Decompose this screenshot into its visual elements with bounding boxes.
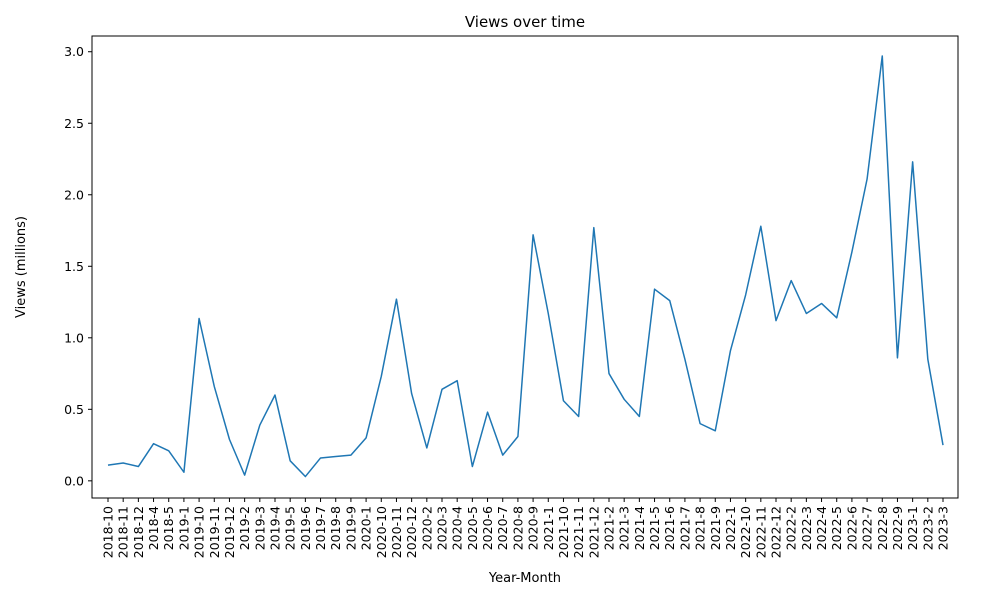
x-tick-label: 2022-12 — [769, 506, 784, 558]
x-tick-label: 2021-6 — [662, 506, 677, 550]
x-tick-label: 2022-2 — [784, 506, 799, 550]
x-tick-label: 2021-5 — [647, 506, 662, 550]
x-tick-label: 2020-10 — [374, 506, 389, 558]
plot-area-frame — [91, 35, 959, 499]
x-tick-label: 2022-4 — [814, 506, 829, 550]
x-tick-label: 2019-3 — [252, 506, 267, 550]
x-tick-label: 2018-12 — [131, 506, 146, 558]
x-tick-label: 2019-5 — [283, 506, 298, 550]
x-tick-label: 2021-3 — [617, 506, 632, 550]
y-axis-ticks: 0.0 0.5 1.0 1.5 2.0 2.5 3.0 — [64, 44, 92, 488]
x-tick-label: 2020-5 — [465, 506, 480, 550]
x-tick-label: 2020-6 — [480, 506, 495, 550]
x-tick-label: 2019-6 — [298, 506, 313, 550]
y-tick-label: 0.5 — [64, 402, 84, 417]
x-tick-label: 2021-4 — [632, 506, 647, 550]
x-tick-label: 2022-5 — [829, 506, 844, 550]
x-tick-label: 2020-3 — [435, 506, 450, 550]
x-tick-label: 2019-12 — [222, 506, 237, 558]
x-tick-label: 2018-4 — [146, 506, 161, 550]
x-tick-label: 2020-2 — [419, 506, 434, 550]
x-tick-label: 2019-4 — [268, 506, 283, 550]
x-tick-label: 2023-1 — [905, 506, 920, 550]
x-tick-label: 2019-9 — [343, 506, 358, 550]
x-tick-label: 2018-5 — [161, 506, 176, 550]
x-tick-label: 2022-9 — [890, 506, 905, 550]
x-tick-label: 2019-2 — [237, 506, 252, 550]
y-tick-label: 1.5 — [64, 259, 84, 274]
x-tick-label: 2021-7 — [677, 506, 692, 550]
x-tick-label: 2022-11 — [753, 506, 768, 558]
x-tick-label: 2022-8 — [875, 506, 890, 550]
x-tick-label: 2023-3 — [936, 506, 951, 550]
x-tick-label: 2020-12 — [404, 506, 419, 558]
x-tick-label: 2020-9 — [526, 506, 541, 550]
series-line — [107, 55, 944, 478]
x-tick-label: 2020-4 — [450, 506, 465, 550]
y-tick-label: 3.0 — [64, 44, 84, 59]
x-tick-label: 2021-12 — [586, 506, 601, 558]
chart-title: Views over time — [465, 13, 585, 31]
x-axis-ticks: 2018-10 2018-11 2018-12 2018-4 2018-5 2019-1 2… — [101, 498, 951, 558]
y-tick-label: 1.0 — [64, 330, 84, 345]
x-tick-label: 2022-10 — [738, 506, 753, 558]
x-tick-label: 2019-7 — [313, 506, 328, 550]
x-tick-label: 2021-9 — [708, 506, 723, 550]
x-tick-label: 2021-2 — [602, 506, 617, 550]
x-tick-label: 2019-8 — [328, 506, 343, 550]
x-tick-label: 2021-1 — [541, 506, 556, 550]
x-tick-label: 2020-7 — [495, 506, 510, 550]
x-tick-label: 2022-1 — [723, 506, 738, 550]
x-tick-label: 2020-1 — [359, 506, 374, 550]
x-tick-label: 2020-8 — [510, 506, 525, 550]
x-tick-label: 2022-7 — [860, 506, 875, 550]
y-tick-label: 2.5 — [64, 116, 84, 131]
x-tick-label: 2019-11 — [207, 506, 222, 558]
y-tick-label: 2.0 — [64, 187, 84, 202]
x-tick-label: 2021-11 — [571, 506, 586, 558]
x-tick-label: 2019-1 — [176, 506, 191, 550]
x-axis-title: Year-Month — [488, 571, 561, 586]
y-axis-title: Views (millions) — [14, 216, 29, 318]
x-tick-label: 2022-6 — [844, 506, 859, 550]
y-tick-label: 0.0 — [64, 473, 84, 488]
x-tick-label: 2021-10 — [556, 506, 571, 558]
x-tick-label: 2019-10 — [192, 506, 207, 558]
x-tick-label: 2022-3 — [799, 506, 814, 550]
x-tick-label: 2018-11 — [116, 506, 131, 558]
x-tick-label: 2018-10 — [101, 506, 116, 558]
x-tick-label: 2021-8 — [693, 506, 708, 550]
x-tick-label: 2023-2 — [920, 506, 935, 550]
x-tick-label: 2020-11 — [389, 506, 404, 558]
